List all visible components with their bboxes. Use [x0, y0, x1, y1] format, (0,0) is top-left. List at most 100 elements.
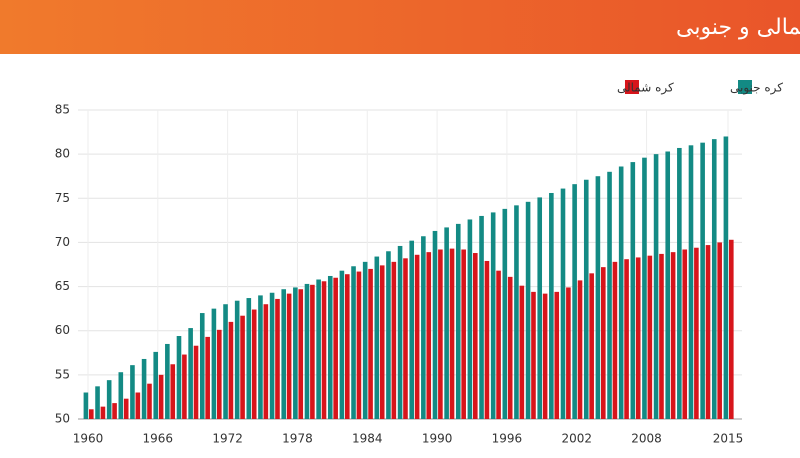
bar: [438, 249, 443, 419]
bar: [601, 267, 606, 419]
bar: [595, 176, 601, 419]
bar: [589, 273, 594, 419]
bar: [461, 249, 466, 419]
bar: [479, 215, 484, 419]
bar: [374, 256, 380, 419]
bar: [467, 219, 473, 419]
bar: [316, 279, 321, 419]
bar: [635, 257, 641, 419]
bar: [507, 276, 513, 419]
bar: [298, 289, 304, 419]
bar: [560, 188, 566, 419]
x-tick-label: 2002: [561, 432, 592, 446]
bar: [670, 252, 676, 419]
y-tick-label: 75: [55, 191, 70, 205]
bar: [351, 266, 356, 419]
legend-swatch: [624, 80, 639, 94]
bar: [176, 336, 182, 419]
bar: [630, 162, 636, 420]
bar: [345, 274, 350, 419]
title-banner: [0, 0, 800, 54]
bar: [205, 336, 210, 419]
bar: [717, 242, 722, 419]
bar: [386, 251, 391, 419]
bar: [199, 313, 205, 419]
bar: [123, 398, 129, 419]
bar: [193, 345, 199, 419]
bar: [572, 184, 577, 419]
bar: [484, 260, 490, 419]
bar: [258, 295, 263, 419]
y-tick-label: 85: [55, 103, 70, 117]
bar: [665, 151, 671, 419]
bar: [403, 258, 408, 419]
x-tick-label: 2008: [631, 432, 662, 446]
bar: [321, 281, 327, 419]
bar: [490, 212, 496, 419]
bar: [356, 271, 362, 419]
bar: [217, 329, 222, 419]
bar: [228, 321, 234, 419]
x-tick-label: 1960: [73, 432, 104, 446]
bar: [89, 409, 94, 419]
bar: [421, 236, 426, 419]
bar: [293, 287, 298, 419]
bar: [368, 268, 373, 419]
bar: [502, 208, 508, 419]
bar: [729, 239, 734, 419]
y-tick-label: 50: [55, 412, 70, 426]
bar: [612, 261, 618, 419]
bar: [624, 259, 629, 419]
x-tick-label: 1978: [282, 432, 313, 446]
x-tick-label: 1990: [422, 432, 453, 446]
bar: [275, 298, 280, 419]
y-tick-label: 70: [55, 235, 70, 249]
bar: [246, 298, 252, 419]
bar: [333, 277, 338, 419]
chart-title: تفاوت میزان امید به زندگی بین دو کره شما…: [676, 14, 800, 40]
bar: [240, 315, 245, 419]
bar: [304, 283, 310, 419]
bar: [711, 139, 717, 420]
bar: [211, 308, 217, 419]
x-tick-label: 1996: [492, 432, 523, 446]
bar: [455, 223, 461, 419]
bar: [165, 343, 170, 419]
bar: [147, 383, 152, 419]
bar: [158, 374, 164, 419]
bar: [723, 136, 729, 419]
bar: [659, 253, 664, 419]
bar: [653, 154, 659, 419]
bar: [310, 284, 315, 419]
bar: [688, 145, 694, 420]
bar: [705, 245, 711, 419]
bar: [269, 292, 275, 419]
y-tick-label: 60: [55, 323, 70, 337]
x-tick-label: 2015: [713, 432, 744, 446]
legend-label: کره شمالی: [617, 81, 674, 96]
bar: [514, 205, 519, 419]
bar: [531, 291, 536, 419]
bar: [263, 304, 269, 419]
bar: [642, 157, 647, 419]
bar: [607, 171, 612, 419]
bar: [251, 309, 257, 419]
bar: [141, 358, 147, 419]
bar: [566, 287, 571, 419]
bar: [519, 285, 525, 419]
y-tick-label: 65: [55, 279, 70, 293]
bar: [554, 291, 560, 419]
bar: [525, 201, 531, 419]
bar: [444, 227, 449, 419]
bar: [223, 304, 228, 419]
bar: [694, 247, 699, 419]
bar: [379, 265, 385, 419]
x-tick-label: 1972: [212, 432, 243, 446]
legend-label: کره جنوبی: [730, 81, 783, 96]
legend-swatch: [738, 80, 752, 94]
bar: [432, 230, 438, 419]
bar: [618, 166, 624, 419]
bar: [542, 293, 548, 419]
bar: [414, 254, 420, 419]
